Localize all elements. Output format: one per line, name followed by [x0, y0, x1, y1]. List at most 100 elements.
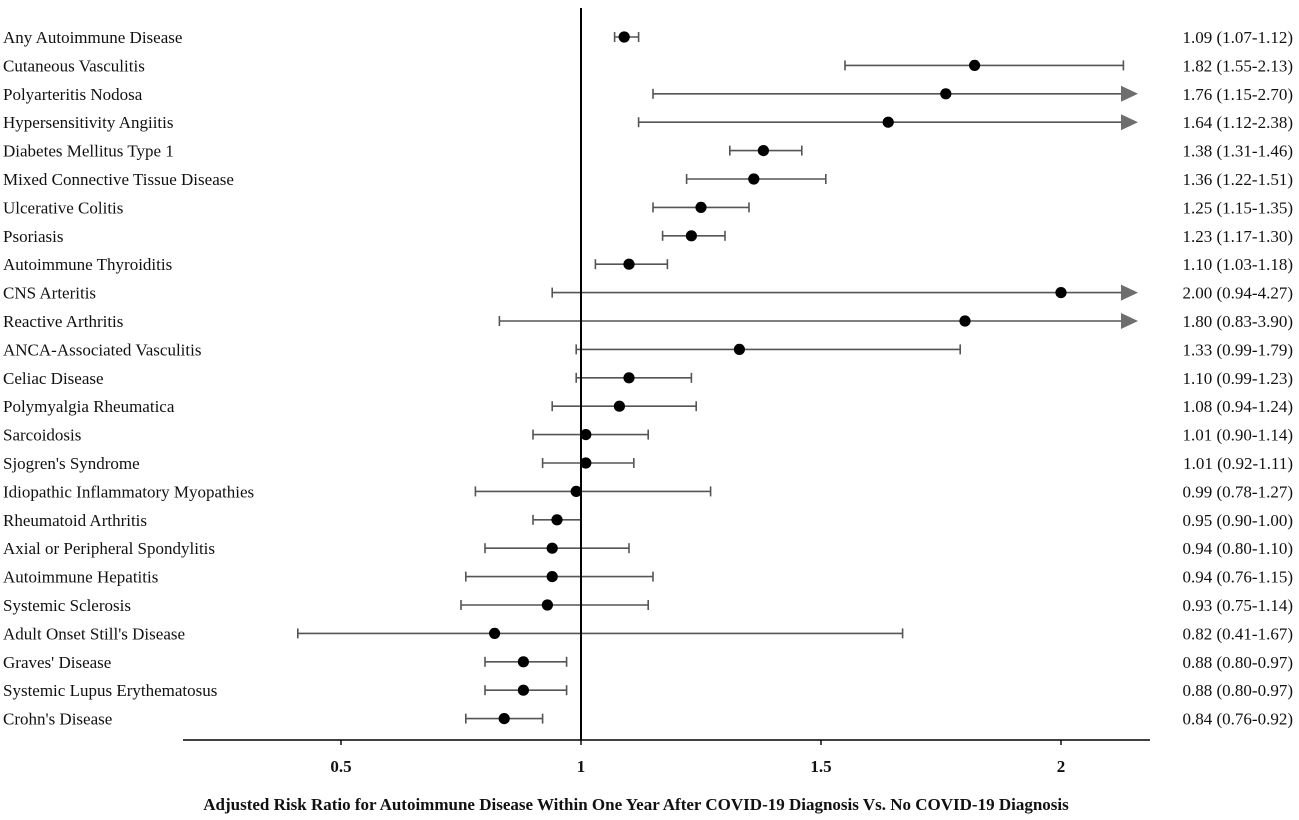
row-label: Hypersensitivity Angiitis — [3, 113, 173, 132]
estimate-text: 1.10 (1.03-1.18) — [1183, 255, 1293, 274]
estimate-text: 1.01 (0.92-1.11) — [1183, 454, 1293, 473]
point-estimate — [618, 31, 630, 43]
point-estimate — [1055, 287, 1067, 299]
forest-row: Polyarteritis Nodosa 1.76 (1.15-2.70) — [3, 85, 1293, 104]
point-estimate — [623, 258, 635, 270]
estimate-text: 0.82 (0.41-1.67) — [1183, 624, 1293, 643]
estimate-text: 1.01 (0.90-1.14) — [1183, 426, 1293, 445]
row-label: Mixed Connective Tissue Disease — [3, 170, 234, 189]
forest-row: Hypersensitivity Angiitis 1.64 (1.12-2.38… — [3, 113, 1293, 132]
row-label: Systemic Sclerosis — [3, 596, 131, 615]
estimate-text: 0.99 (0.78-1.27) — [1183, 482, 1293, 501]
point-estimate — [551, 514, 563, 526]
row-label: Rheumatoid Arthritis — [3, 511, 147, 530]
row-label: Diabetes Mellitus Type 1 — [3, 142, 174, 161]
point-estimate — [546, 542, 558, 554]
forest-rows: Any Autoimmune Disease 1.09 (1.07-1.12) Cu… — [3, 28, 1293, 729]
point-estimate — [685, 230, 698, 242]
forest-row: Autoimmune Thyroiditis 1.10 (1.03-1.18) — [3, 255, 1293, 274]
forest-row: Systemic Lupus Erythematosus 0.88 (0.80-0… — [3, 681, 1293, 700]
x-tick-label: 0.5 — [330, 757, 351, 776]
point-estimate — [546, 571, 558, 583]
forest-row: Sjogren's Syndrome 1.01 (0.92-1.11) — [3, 454, 1293, 473]
estimate-text: 0.88 (0.80-0.97) — [1183, 681, 1293, 700]
forest-row: Crohn's Disease 0.84 (0.76-0.92) — [3, 710, 1293, 729]
forest-row: Celiac Disease 1.10 (0.99-1.23) — [3, 369, 1293, 388]
estimate-text: 1.23 (1.17-1.30) — [1183, 227, 1293, 246]
estimate-text: 1.09 (1.07-1.12) — [1183, 28, 1293, 47]
forest-row: Any Autoimmune Disease 1.09 (1.07-1.12) — [3, 28, 1293, 47]
row-label: Any Autoimmune Disease — [3, 28, 182, 47]
estimate-text: 1.38 (1.31-1.46) — [1183, 142, 1293, 161]
row-label: Autoimmune Hepatitis — [3, 568, 158, 587]
row-label: Graves' Disease — [3, 653, 111, 672]
point-estimate — [757, 145, 770, 157]
forest-row: Polymyalgia Rheumatica 1.08 (0.94-1.24) — [3, 397, 1293, 416]
point-estimate — [613, 400, 626, 412]
point-estimate — [580, 429, 592, 441]
point-estimate — [959, 315, 971, 327]
ci-truncation-arrow — [1121, 114, 1138, 131]
forest-row: Graves' Disease 0.88 (0.80-0.97) — [3, 653, 1293, 672]
row-label: Polyarteritis Nodosa — [3, 85, 143, 104]
estimate-text: 0.94 (0.80-1.10) — [1183, 539, 1293, 558]
forest-row: Mixed Connective Tissue Disease 1.36 (1.2… — [3, 170, 1293, 189]
estimate-text: 1.76 (1.15-2.70) — [1183, 85, 1293, 104]
forest-row: Diabetes Mellitus Type 1 1.38 (1.31-1.46) — [3, 142, 1293, 161]
row-label: Sarcoidosis — [3, 426, 81, 445]
point-estimate — [940, 88, 952, 100]
point-estimate — [498, 713, 510, 725]
point-estimate — [969, 59, 981, 71]
estimate-text: 2.00 (0.94-4.27) — [1183, 284, 1293, 303]
row-label: Idiopathic Inflammatory Myopathies — [3, 482, 254, 501]
forest-row: Psoriasis 1.23 (1.17-1.30) — [3, 227, 1293, 246]
point-estimate — [517, 656, 530, 668]
x-tick-label: 2 — [1057, 757, 1066, 776]
point-estimate — [580, 457, 592, 469]
estimate-text: 1.10 (0.99-1.23) — [1183, 369, 1293, 388]
row-label: Psoriasis — [3, 227, 63, 246]
row-label: Axial or Peripheral Spondylitis — [3, 539, 215, 558]
estimate-text: 0.88 (0.80-0.97) — [1183, 653, 1293, 672]
forest-row: CNS Arteritis 2.00 (0.94-4.27) — [3, 284, 1293, 303]
point-estimate — [489, 627, 501, 640]
row-label: Ulcerative Colitis — [3, 198, 123, 217]
point-estimate — [623, 372, 635, 384]
row-label: Sjogren's Syndrome — [3, 454, 140, 473]
estimate-text: 1.25 (1.15-1.35) — [1183, 198, 1293, 217]
row-label: CNS Arteritis — [3, 284, 96, 303]
x-axis-ticks: 0.5 1 1.5 2 — [330, 740, 1065, 776]
row-label: Autoimmune Thyroiditis — [3, 255, 172, 274]
estimate-text: 1.08 (0.94-1.24) — [1183, 397, 1293, 416]
forest-row: Autoimmune Hepatitis 0.94 (0.76-1.15) — [3, 568, 1293, 587]
row-label: Reactive Arthritis — [3, 312, 123, 331]
point-estimate — [570, 485, 582, 497]
row-label: Adult Onset Still's Disease — [3, 624, 185, 643]
point-estimate — [748, 173, 760, 185]
point-estimate — [733, 343, 746, 355]
forest-row: Adult Onset Still's Disease 0.82 (0.41-1.… — [3, 624, 1293, 643]
estimate-text: 0.84 (0.76-0.92) — [1183, 710, 1293, 729]
forest-row: Idiopathic Inflammatory Myopathies 0.99 (… — [3, 482, 1293, 501]
row-label: Systemic Lupus Erythematosus — [3, 681, 217, 700]
point-estimate — [517, 684, 530, 696]
x-axis-title: Adjusted Risk Ratio for Autoimmune Disea… — [203, 795, 1069, 814]
row-label: Cutaneous Vasculitis — [3, 56, 145, 75]
point-estimate — [695, 201, 707, 213]
forest-row: Cutaneous Vasculitis 1.82 (1.55-2.13) — [3, 56, 1293, 75]
x-tick-label: 1.5 — [810, 757, 831, 776]
row-label: Celiac Disease — [3, 369, 104, 388]
estimate-text: 1.33 (0.99-1.79) — [1183, 340, 1293, 359]
row-label: Crohn's Disease — [3, 710, 112, 729]
x-tick-label: 1 — [577, 757, 586, 776]
ci-truncation-arrow — [1121, 313, 1138, 329]
forest-row: Systemic Sclerosis 0.93 (0.75-1.14) — [3, 596, 1293, 615]
forest-row: Rheumatoid Arthritis 0.95 (0.90-1.00) — [3, 511, 1293, 530]
estimate-text: 1.82 (1.55-2.13) — [1183, 56, 1293, 75]
forest-row: Sarcoidosis 1.01 (0.90-1.14) — [3, 426, 1293, 445]
forest-row: Axial or Peripheral Spondylitis 0.94 (0.8… — [3, 539, 1293, 558]
forest-row: ANCA-Associated Vasculitis 1.33 (0.99-1.7… — [3, 340, 1293, 359]
estimate-text: 1.36 (1.22-1.51) — [1183, 170, 1293, 189]
point-estimate — [882, 116, 894, 128]
forest-row: Ulcerative Colitis 1.25 (1.15-1.35) — [3, 198, 1293, 217]
